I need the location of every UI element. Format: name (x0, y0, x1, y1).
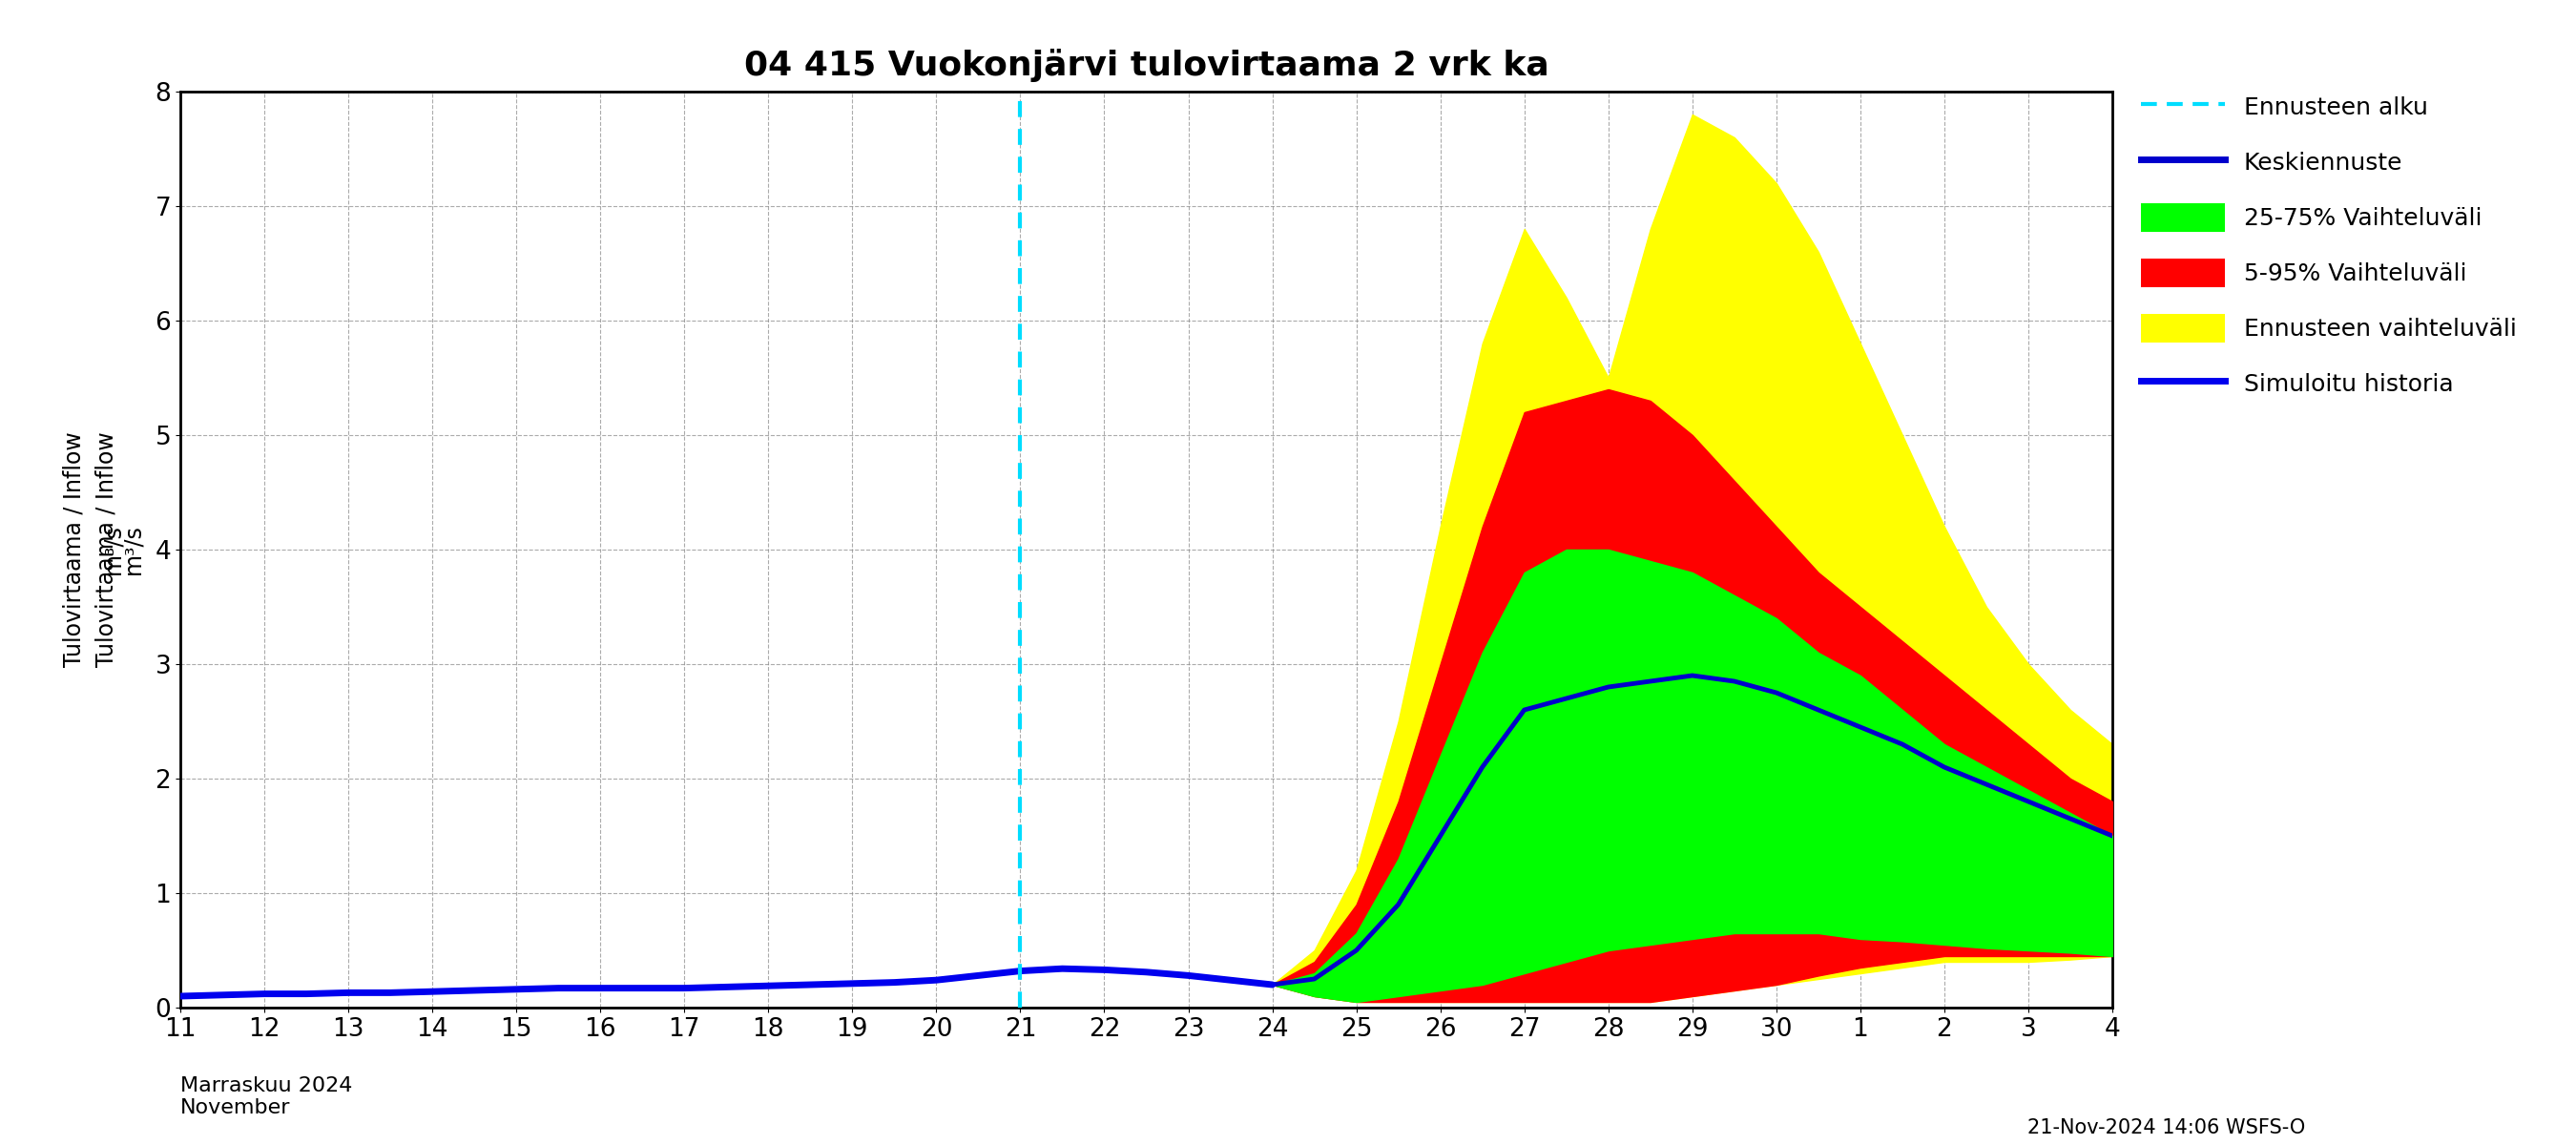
Text: Marraskuu 2024
November: Marraskuu 2024 November (180, 1076, 353, 1118)
Text: 21-Nov-2024 14:06 WSFS-O: 21-Nov-2024 14:06 WSFS-O (2027, 1119, 2306, 1137)
Text: Tulovirtaama / Inflow: Tulovirtaama / Inflow (62, 432, 85, 668)
Y-axis label: Tulovirtaama / Inflow
m³/s: Tulovirtaama / Inflow m³/s (95, 432, 144, 668)
Title: 04 415 Vuokonjärvi tulovirtaama 2 vrk ka: 04 415 Vuokonjärvi tulovirtaama 2 vrk ka (744, 49, 1548, 82)
Text: m³/s: m³/s (100, 524, 124, 575)
Legend: Ennusteen alku, Keskiennuste, 25-75% Vaihteluväli, 5-95% Vaihteluväli, Ennusteen: Ennusteen alku, Keskiennuste, 25-75% Vai… (2133, 85, 2524, 405)
